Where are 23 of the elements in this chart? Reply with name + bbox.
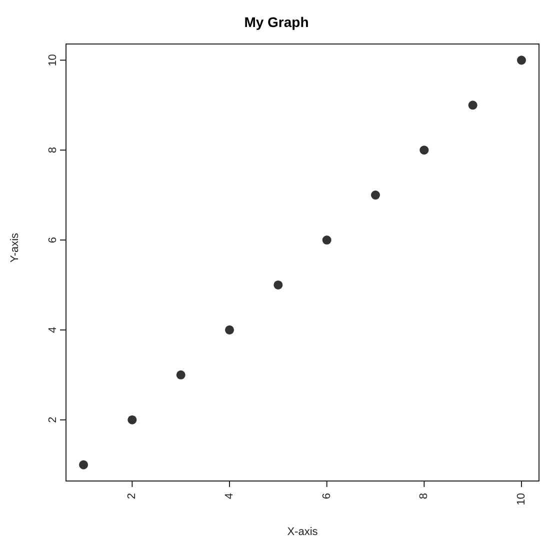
x-tick-label: 4 — [224, 493, 236, 500]
point — [128, 415, 137, 424]
point — [468, 100, 478, 110]
point — [176, 370, 186, 380]
y-tick-label: 8 — [47, 147, 59, 154]
point — [274, 280, 283, 290]
x-tick-label: 10 — [515, 493, 528, 506]
point — [420, 146, 429, 155]
y-tick-label: 6 — [47, 236, 59, 244]
point — [224, 325, 234, 334]
chart-title: My Graph — [243, 13, 310, 32]
x-tick-label: 2 — [126, 493, 138, 500]
y-tick-label: 10 — [47, 54, 59, 66]
y-tick-label: 4 — [47, 326, 59, 333]
point — [79, 460, 88, 470]
point — [322, 236, 332, 245]
point — [516, 56, 526, 65]
point — [370, 190, 380, 200]
y-axis-title: Y-axis — [8, 232, 21, 262]
x-tick-label: 6 — [320, 493, 333, 500]
x-axis-title: X-axis — [287, 526, 318, 538]
y-tick-label: 2 — [47, 416, 59, 423]
x-tick-label: 8 — [418, 493, 430, 500]
